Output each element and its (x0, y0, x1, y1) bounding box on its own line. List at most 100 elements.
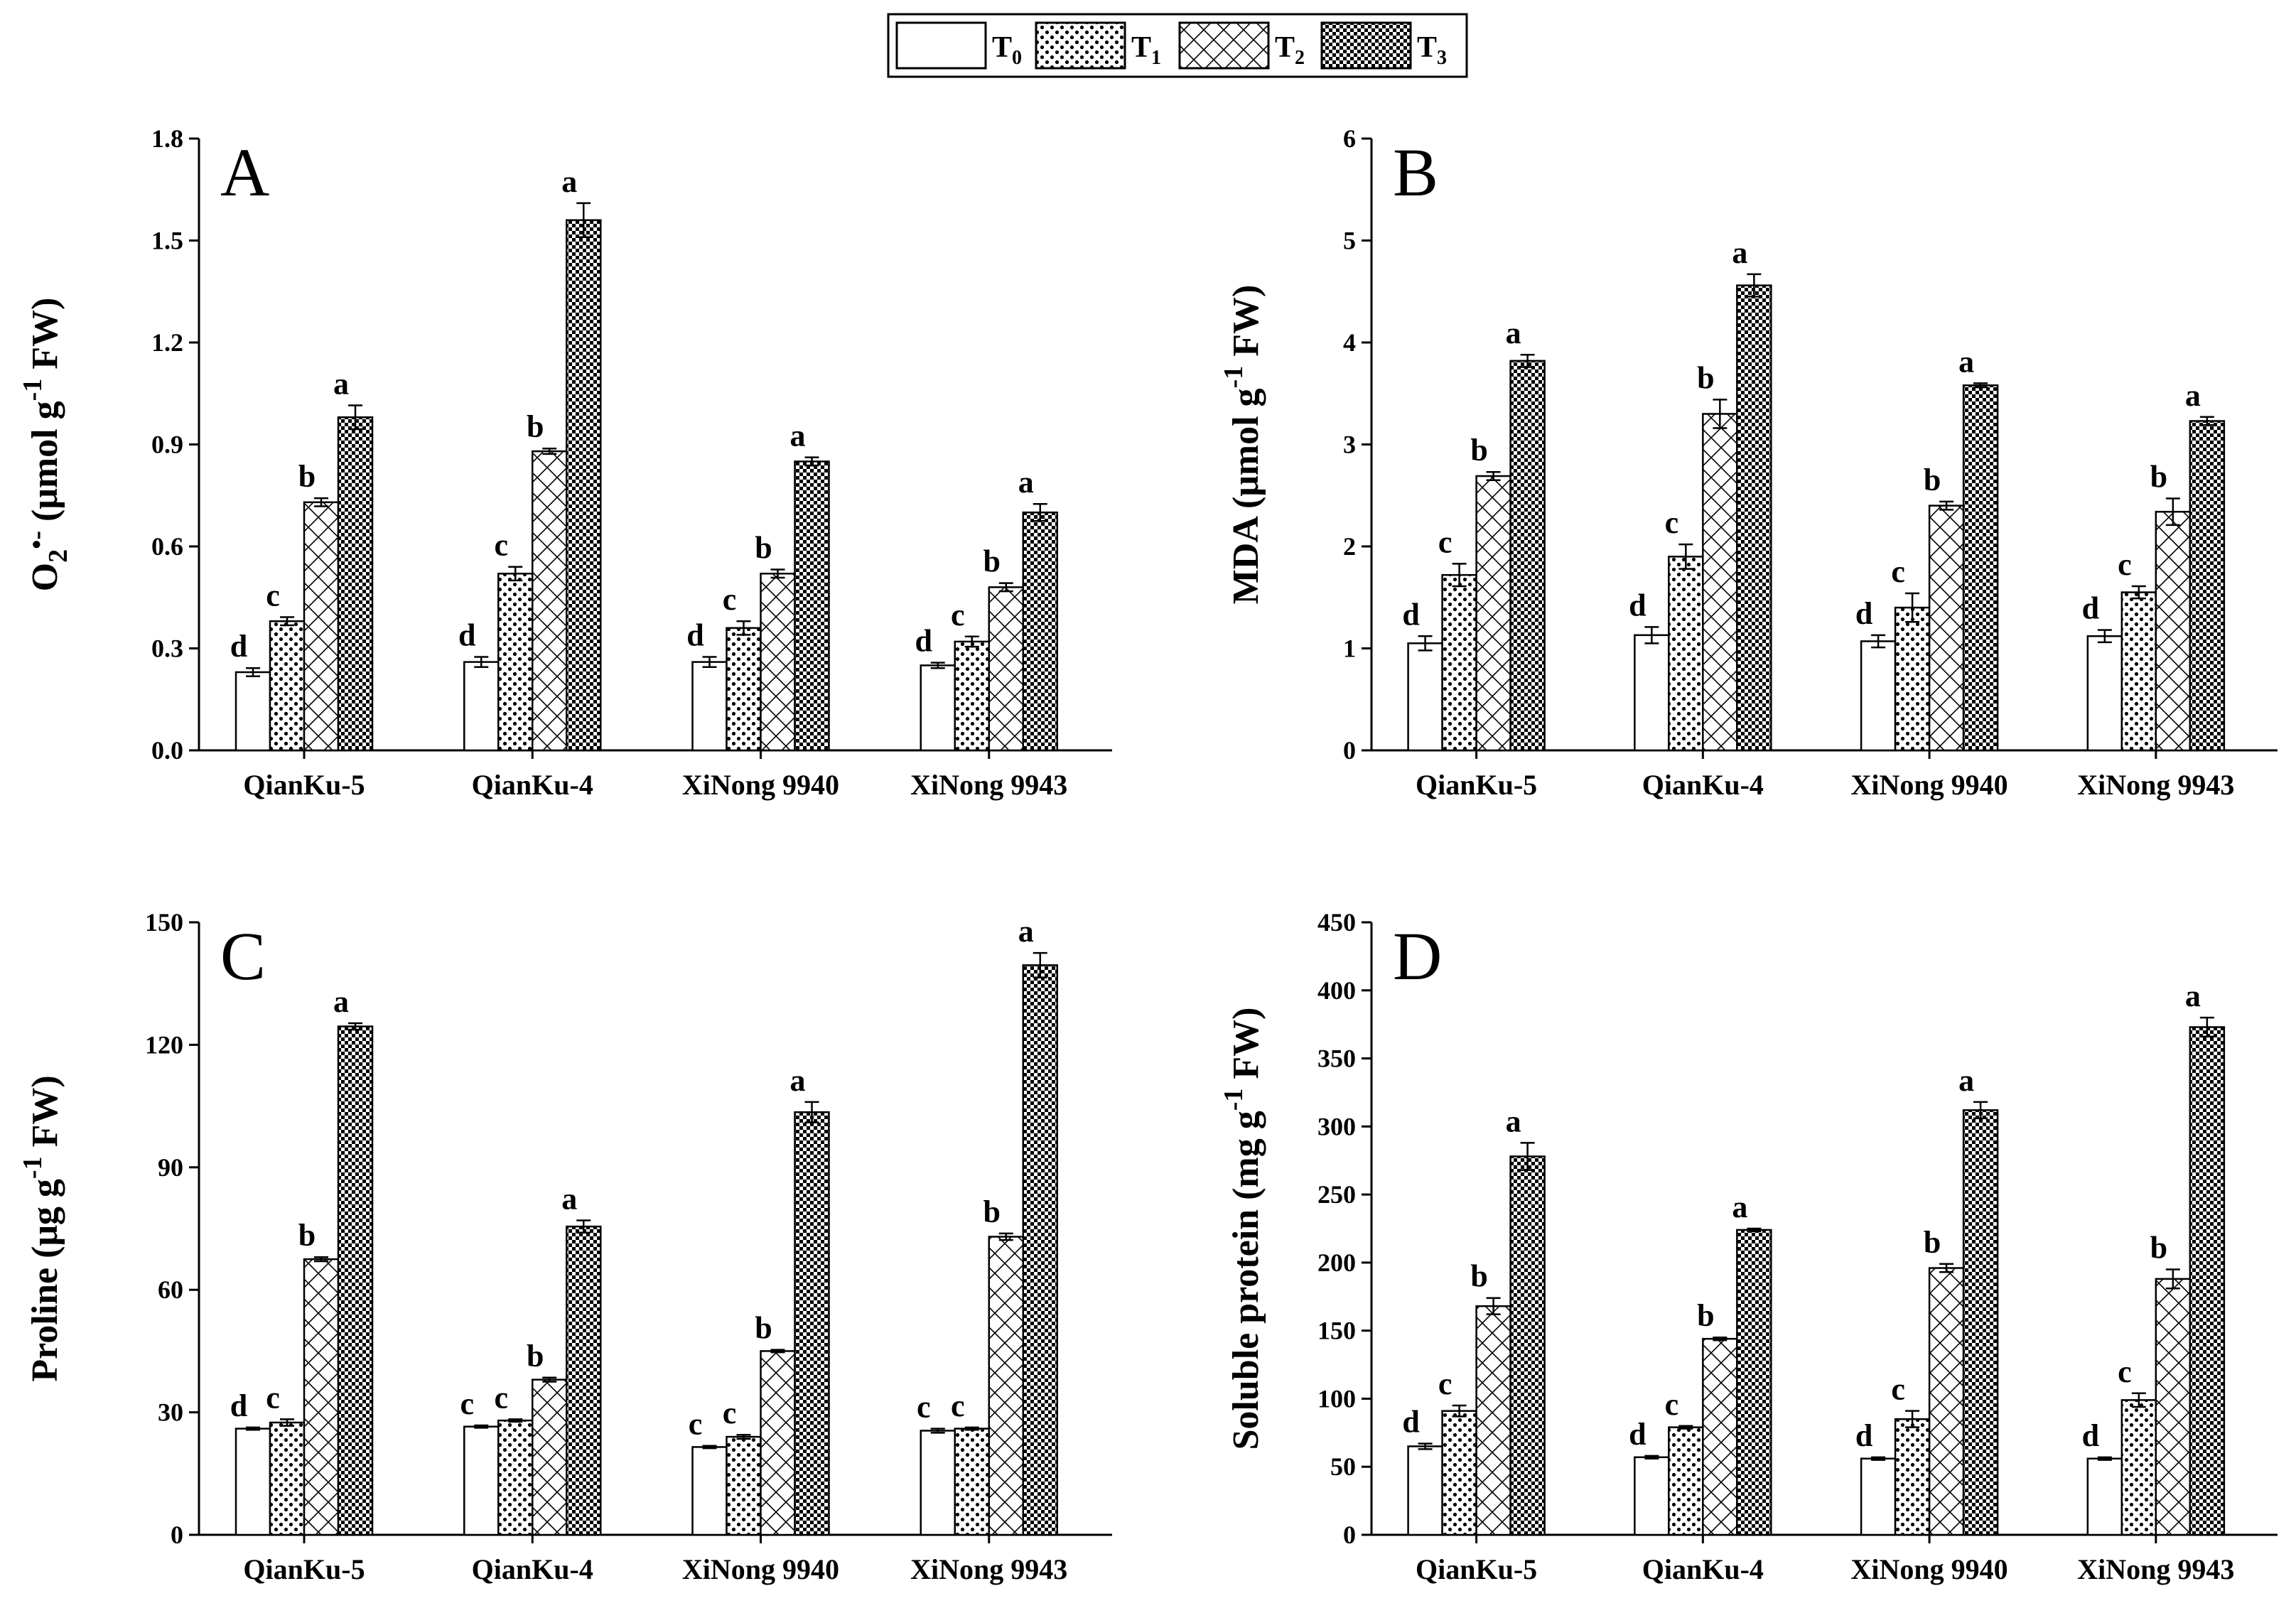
significance-label: d (1629, 1417, 1646, 1452)
x-tick-label: QianKu-5 (243, 1553, 365, 1585)
significance-label: c (2118, 1354, 2132, 1389)
bar-T2 (1928, 1267, 1965, 1536)
significance-label: b (2150, 460, 2167, 495)
panel-letter: B (1393, 134, 1438, 210)
bar-T2 (532, 1378, 568, 1536)
bar-group-XiNong-9940: dc b a (1855, 1063, 1999, 1536)
significance-label: a (561, 1182, 577, 1216)
significance-label: b (983, 1194, 1001, 1229)
x-tick-label: QianKu-5 (1416, 1553, 1537, 1585)
bar-T1 (1894, 1418, 1931, 1536)
y-tick-label: 120 (145, 1030, 183, 1059)
significance-label: b (1697, 360, 1714, 395)
legend-swatch-T0 (895, 21, 987, 70)
bar-group-XiNong-9940: c c b a (689, 1063, 830, 1536)
bar-T1 (497, 573, 534, 752)
legend-swatch-T2 (1178, 21, 1270, 70)
significance-label: c (460, 1386, 474, 1421)
significance-label: b (755, 1311, 772, 1346)
significance-label: c (266, 1380, 280, 1415)
significance-label: a (561, 164, 577, 199)
x-tick-label: QianKu-5 (1416, 769, 1537, 801)
y-tick-label: 450 (1317, 908, 1356, 937)
bar-group-QianKu-4: dc b a (1629, 1189, 1772, 1536)
significance-label: c (1891, 554, 1905, 589)
bar-group-XiNong-9943: c c b a (917, 914, 1058, 1536)
significance-label: c (917, 1390, 931, 1425)
y-tick-label: 1.8 (151, 124, 183, 153)
significance-label: a (1732, 1189, 1747, 1224)
y-tick-label: 0.9 (151, 431, 183, 459)
bar-T2 (1702, 413, 1738, 752)
bar-T1 (2120, 1399, 2157, 1536)
y-tick-label: 0 (1343, 736, 1356, 765)
significance-label: a (790, 1063, 806, 1098)
x-tick-label: QianKu-4 (472, 1553, 593, 1585)
x-tick-label: XiNong 9940 (682, 769, 839, 801)
bar-T3 (2189, 420, 2226, 752)
y-tick-label: 350 (1317, 1045, 1356, 1073)
y-tick-label: 5 (1343, 227, 1356, 255)
bar-T0 (920, 1430, 956, 1536)
x-tick-label: XiNong 9943 (910, 1553, 1067, 1585)
x-tick-label: QianKu-4 (472, 769, 593, 801)
significance-label: b (1470, 1259, 1487, 1294)
bar-T2 (760, 1350, 796, 1536)
y-tick-label: 2 (1343, 532, 1356, 561)
y-tick-label: 3 (1343, 431, 1356, 459)
significance-label: a (333, 366, 349, 401)
bar-T2 (988, 586, 1024, 752)
significance-label: c (1665, 1387, 1679, 1422)
bar-T0 (463, 661, 500, 752)
y-axis-label: Proline (μg g-1 FW) (18, 1075, 65, 1381)
significance-label: c (689, 1407, 703, 1442)
x-tick-label: XiNong 9943 (2077, 1553, 2234, 1585)
bar-T2 (532, 450, 568, 752)
x-tick-label: XiNong 9940 (1851, 769, 2008, 801)
bar-T1 (1668, 556, 1704, 752)
bar-T1 (269, 620, 306, 752)
bar-T3 (1022, 511, 1058, 752)
y-tick-label: 50 (1330, 1452, 1356, 1481)
bar-group-QianKu-4: c cba (460, 1182, 602, 1536)
x-tick-label: QianKu-4 (1642, 769, 1764, 801)
bar-T1 (1441, 1410, 1477, 1536)
y-tick-label: 4 (1343, 328, 1356, 357)
x-tick-label: XiNong 9943 (910, 769, 1067, 801)
y-tick-label: 6 (1343, 124, 1356, 153)
bar-T1 (2120, 591, 2157, 752)
y-tick-label: 0.0 (151, 736, 183, 765)
bar-T2 (760, 573, 796, 752)
x-tick-label: XiNong 9940 (1851, 1553, 2008, 1585)
y-tick-label: 100 (1317, 1384, 1356, 1413)
y-tick-label: 150 (145, 908, 183, 937)
significance-label: c (723, 1396, 737, 1430)
significance-label: d (230, 629, 247, 664)
bar-T3 (794, 460, 830, 752)
significance-label: a (333, 984, 349, 1019)
x-tick-label: QianKu-5 (243, 769, 365, 801)
bar-T0 (1634, 634, 1670, 752)
bar-T3 (337, 416, 374, 752)
significance-label: c (951, 598, 965, 632)
bar-T1 (1668, 1426, 1704, 1536)
significance-label: c (2118, 547, 2132, 582)
bar-T0 (1860, 1457, 1897, 1536)
y-tick-label: 1.5 (151, 227, 183, 255)
significance-label: c (494, 1380, 508, 1415)
significance-label: a (1018, 914, 1034, 949)
legend-label-T3: T3 (1417, 31, 1447, 69)
significance-label: c (1438, 524, 1452, 559)
chart-panels: A O2•- (μmol g-1 FW) 0.0 0.3 0.6 0.9 1.2 1.5 1.8… (18, 124, 2278, 1585)
bar-T1 (1894, 606, 1931, 752)
y-tick-label: 0 (171, 1521, 183, 1549)
bar-T2 (2155, 510, 2192, 752)
bar-T0 (920, 664, 956, 752)
bar-T0 (1634, 1456, 1670, 1536)
bar-T1 (269, 1421, 306, 1536)
significance-label: a (2185, 978, 2201, 1013)
